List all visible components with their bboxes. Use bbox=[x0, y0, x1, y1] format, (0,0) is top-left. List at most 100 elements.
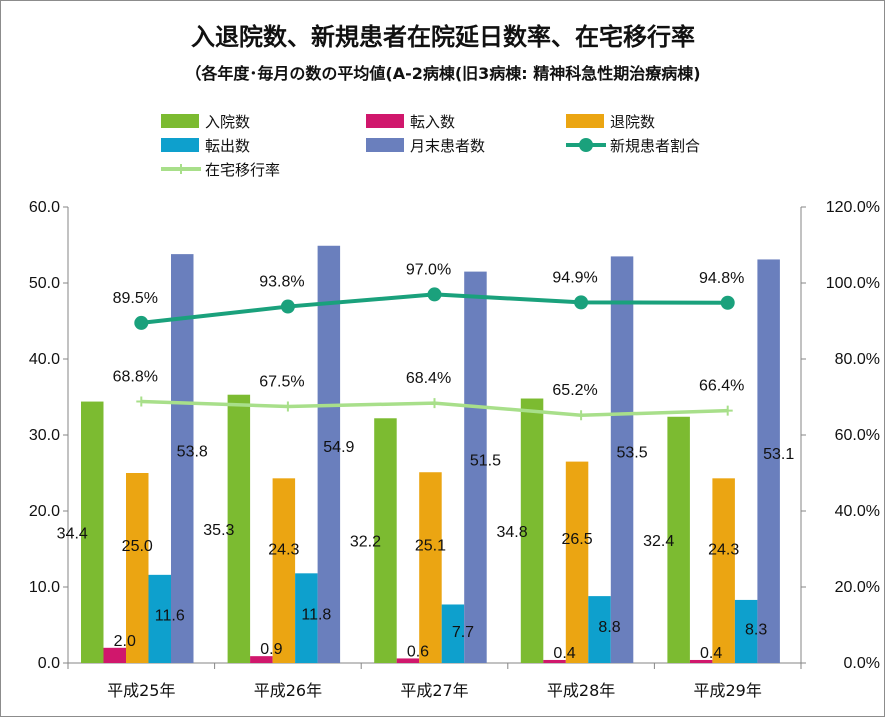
bar-data-label: 8.3 bbox=[745, 621, 767, 638]
bar-3-1 bbox=[295, 573, 318, 663]
bar-data-label: 53.1 bbox=[763, 446, 794, 463]
legend-marker bbox=[176, 164, 186, 174]
chart-title: 入退院数、新規患者在院延日数率、在宅移行率 bbox=[191, 23, 695, 51]
right-axis-tick-label: 120.0% bbox=[826, 199, 880, 216]
bar-data-label: 0.9 bbox=[260, 641, 282, 658]
x-axis-category-label: 平成28年 bbox=[547, 681, 615, 700]
line-data-label: 94.8% bbox=[699, 270, 744, 287]
bar-data-label: 54.9 bbox=[323, 439, 354, 456]
legend-swatch bbox=[161, 114, 199, 128]
bar-data-label: 32.4 bbox=[643, 533, 674, 550]
legend-label: 転入数 bbox=[410, 113, 455, 131]
legend-marker bbox=[579, 138, 593, 152]
data-labels: 34.4 35.3 32.2 34.8 32.4 2.0 0.9 0.6 0.4 0.4 25.0 2… bbox=[57, 261, 795, 662]
bar-3-3 bbox=[588, 596, 611, 663]
left-axis-tick-label: 50.0 bbox=[29, 275, 60, 292]
chart-subtitle: （各年度･毎月の数の平均値(A-2病棟(旧3病棟: 精神科急性期治療病棟) bbox=[185, 64, 700, 83]
right-axis-tick-label: 40.0% bbox=[835, 503, 880, 520]
line-marker bbox=[136, 396, 147, 407]
bar-3-4 bbox=[734, 599, 758, 663]
bar-data-label: 8.8 bbox=[598, 619, 620, 636]
bar-data-label: 11.6 bbox=[155, 608, 185, 625]
x-axis-category-label: 平成25年 bbox=[107, 681, 175, 700]
x-axis-category-label: 平成27年 bbox=[400, 681, 468, 700]
left-axis-tick-label: 0.0 bbox=[38, 655, 60, 672]
left-axis-tick-label: 40.0 bbox=[29, 351, 60, 368]
legend-label: 入院数 bbox=[205, 113, 250, 131]
line-marker bbox=[722, 405, 733, 416]
legend-label: 転出数 bbox=[205, 137, 250, 155]
bar-data-label: 51.5 bbox=[470, 452, 501, 469]
lines bbox=[134, 287, 735, 421]
line-marker bbox=[427, 287, 442, 302]
bar-4-1 bbox=[317, 245, 341, 663]
right-axis-tick-label: 60.0% bbox=[835, 427, 880, 444]
bar-1-3 bbox=[543, 659, 566, 663]
line-marker bbox=[574, 295, 589, 310]
bar-2-2 bbox=[419, 472, 442, 663]
bars bbox=[81, 245, 780, 663]
line-data-label: 97.0% bbox=[406, 261, 451, 278]
bar-data-label: 0.4 bbox=[553, 645, 575, 662]
line-data-label: 65.2% bbox=[552, 382, 597, 399]
bar-2-3 bbox=[565, 461, 589, 663]
bar-3-2 bbox=[441, 604, 465, 663]
legend-swatch bbox=[161, 138, 199, 152]
line-data-label: 68.4% bbox=[406, 370, 451, 387]
bar-data-label: 11.8 bbox=[301, 607, 331, 624]
bar-data-label: 0.4 bbox=[700, 645, 722, 662]
bar-1-0 bbox=[103, 647, 126, 663]
bar-data-label: 25.1 bbox=[415, 538, 446, 555]
bar-2-0 bbox=[126, 473, 149, 663]
x-axis-category-label: 平成29年 bbox=[694, 681, 762, 700]
bar-0-1 bbox=[227, 394, 251, 663]
bar-data-label: 0.6 bbox=[407, 643, 429, 660]
bar-0-0 bbox=[81, 401, 104, 663]
line-data-label: 94.9% bbox=[552, 269, 597, 286]
right-axis-tick-label: 0.0% bbox=[844, 655, 880, 672]
left-axis-tick-label: 20.0 bbox=[29, 503, 60, 520]
bar-3-0 bbox=[148, 574, 171, 663]
line-marker bbox=[576, 410, 587, 421]
bar-1-4 bbox=[689, 659, 713, 663]
line-marker bbox=[720, 295, 735, 310]
line-data-label: 66.4% bbox=[699, 378, 744, 395]
right-axis-tick-label: 20.0% bbox=[835, 579, 880, 596]
bar-data-label: 26.5 bbox=[561, 531, 592, 548]
legend-label: 月末患者数 bbox=[410, 137, 485, 155]
line-marker bbox=[282, 401, 293, 412]
bar-data-label: 53.5 bbox=[616, 445, 647, 462]
legend-label: 退院数 bbox=[610, 113, 655, 131]
line-data-label: 89.5% bbox=[113, 290, 158, 307]
bar-data-label: 24.3 bbox=[268, 541, 299, 558]
bar-0-3 bbox=[520, 398, 544, 663]
bar-1-1 bbox=[250, 656, 273, 663]
bar-2-4 bbox=[712, 478, 735, 663]
x-axis-category-label: 平成26年 bbox=[254, 681, 322, 700]
right-axis-tick-label: 80.0% bbox=[835, 351, 880, 368]
bar-data-label: 53.8 bbox=[177, 443, 208, 460]
bar-0-4 bbox=[667, 416, 690, 663]
bar-0-2 bbox=[374, 418, 397, 663]
bar-data-label: 7.7 bbox=[452, 624, 474, 641]
bar-data-label: 25.0 bbox=[122, 538, 153, 555]
line-data-label: 68.8% bbox=[113, 369, 158, 386]
bar-1-2 bbox=[396, 658, 420, 663]
left-axis-tick-label: 60.0 bbox=[29, 199, 60, 216]
left-axis-tick-label: 30.0 bbox=[29, 427, 60, 444]
bar-data-label: 34.8 bbox=[496, 524, 527, 541]
legend-label: 在宅移行率 bbox=[205, 161, 280, 179]
bar-4-4 bbox=[757, 259, 780, 663]
legend-swatch bbox=[366, 138, 404, 152]
line-marker bbox=[134, 315, 149, 330]
bar-data-label: 24.3 bbox=[708, 541, 739, 558]
line-data-label: 93.8% bbox=[259, 274, 304, 291]
legend-label: 新規患者割合 bbox=[610, 137, 700, 155]
bar-2-1 bbox=[272, 478, 296, 663]
bar-data-label: 32.2 bbox=[350, 534, 381, 551]
bar-4-2 bbox=[464, 271, 487, 663]
legend-swatch bbox=[366, 114, 404, 128]
